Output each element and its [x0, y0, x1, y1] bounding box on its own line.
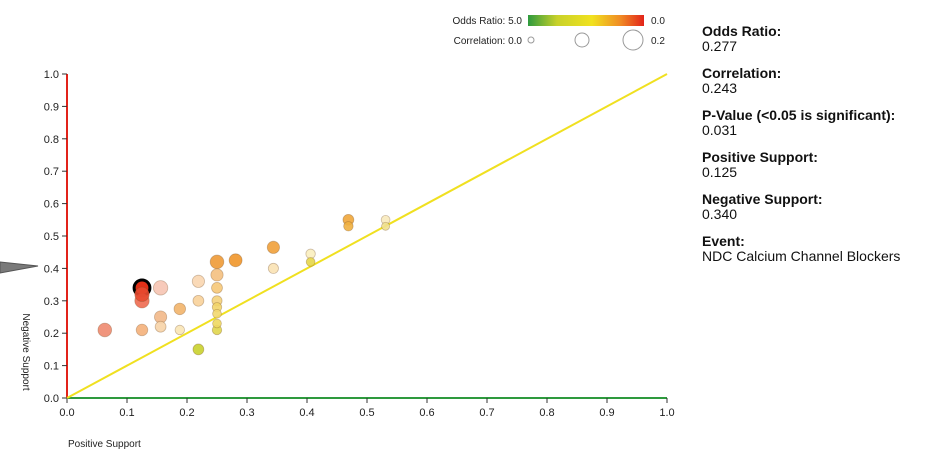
odds-legend-end: 0.0 — [651, 16, 665, 27]
data-point[interactable] — [191, 274, 205, 288]
data-point[interactable] — [228, 253, 243, 268]
x-tick-label: 0.8 — [539, 407, 554, 419]
x-tick-label: 1.0 — [659, 407, 674, 419]
x-tick-label: 0.4 — [299, 407, 314, 419]
data-point[interactable] — [173, 302, 187, 316]
correlation-legend-large-circle — [622, 29, 644, 51]
odds-legend-label: Odds Ratio: 5.0 — [453, 16, 523, 27]
data-point[interactable] — [154, 320, 167, 333]
y-tick-label: 0.1 — [44, 361, 59, 373]
positive-support-detail: Positive Support: 0.125 — [702, 150, 934, 180]
event-detail: Event: NDC Calcium Channel Blockers — [702, 234, 934, 264]
p-value-value: 0.031 — [702, 122, 738, 138]
x-tick-label: 0.6 — [419, 407, 434, 419]
negative-support-label: Negative Support: — [702, 191, 823, 207]
x-axis-ticks: 0.0 0.1 0.2 0.3 0.4 0.5 0.6 0.7 0.8 0.9 1.0 — [59, 398, 675, 419]
y-tick-label: 0.6 — [44, 199, 59, 211]
data-point[interactable] — [305, 257, 316, 267]
data-point[interactable] — [153, 280, 169, 296]
odds-ratio-label: Odds Ratio: — [702, 23, 782, 39]
pointer-arrow-icon — [0, 261, 39, 274]
y-tick-label: 0.0 — [44, 393, 59, 405]
odds-ratio-detail: Odds Ratio: 0.277 — [702, 24, 934, 54]
x-tick-label: 0.2 — [179, 407, 194, 419]
data-point[interactable] — [134, 286, 150, 302]
x-tick-label: 0.1 — [119, 407, 134, 419]
positive-support-label: Positive Support: — [702, 149, 818, 165]
x-tick-label: 0.0 — [59, 407, 74, 419]
data-point[interactable] — [192, 294, 205, 307]
data-point[interactable] — [266, 240, 280, 254]
correlation-legend-medium-circle — [574, 32, 590, 48]
y-tick-label: 0.3 — [44, 296, 59, 308]
correlation-legend-end: 0.2 — [651, 36, 665, 47]
negative-support-value: 0.340 — [702, 206, 738, 222]
y-axis-title: Negative Support — [20, 313, 31, 390]
data-point[interactable] — [381, 221, 391, 231]
y-axis-ticks: 0.0 0.1 0.2 0.3 0.4 0.5 0.6 0.7 0.8 0.9 1.0 — [44, 69, 67, 405]
data-point[interactable] — [212, 318, 222, 329]
data-point[interactable] — [210, 268, 224, 282]
data-point[interactable] — [343, 221, 354, 232]
correlation-legend-small-circle — [527, 36, 535, 44]
legend: Odds Ratio: 5.0 0.0 Correlation: 0.0 0.2 — [453, 15, 665, 51]
data-point[interactable] — [209, 254, 225, 270]
correlation-label: Correlation: — [702, 65, 782, 81]
y-tick-label: 0.7 — [44, 166, 59, 178]
correlation-detail: Correlation: 0.243 — [702, 66, 934, 96]
details-panel: Odds Ratio: 0.277 Correlation: 0.243 P-V… — [702, 24, 934, 276]
y-tick-label: 0.8 — [44, 134, 59, 146]
data-point[interactable] — [192, 343, 205, 356]
x-tick-label: 0.5 — [359, 407, 374, 419]
event-label: Event: — [702, 233, 745, 249]
y-tick-label: 0.9 — [44, 101, 59, 113]
y-tick-label: 0.4 — [44, 263, 59, 275]
data-point[interactable] — [97, 322, 113, 338]
x-axis-title: Positive Support — [68, 439, 141, 450]
y-tick-label: 1.0 — [44, 69, 59, 81]
data-point[interactable] — [211, 281, 223, 294]
p-value-detail: P-Value (<0.05 is significant): 0.031 — [702, 108, 934, 138]
odds-ratio-value: 0.277 — [702, 38, 738, 54]
y-tick-label: 0.5 — [44, 231, 59, 243]
correlation-legend-label: Correlation: 0.0 — [454, 36, 523, 47]
correlation-value: 0.243 — [702, 80, 738, 96]
reference-diagonal-line — [66, 73, 668, 399]
x-tick-label: 0.3 — [239, 407, 254, 419]
data-points — [97, 213, 391, 356]
y-tick-label: 0.2 — [44, 328, 59, 340]
data-point[interactable] — [267, 262, 279, 274]
x-tick-label: 0.9 — [599, 407, 614, 419]
x-tick-label: 0.7 — [479, 407, 494, 419]
positive-support-value: 0.125 — [702, 164, 738, 180]
scatter-chart: Odds Ratio: 5.0 0.0 Correlation: 0.0 0.2… — [0, 15, 675, 450]
negative-support-detail: Negative Support: 0.340 — [702, 192, 934, 222]
data-point[interactable] — [135, 323, 149, 337]
data-point[interactable] — [212, 308, 222, 319]
odds-color-scale — [528, 15, 644, 26]
data-point[interactable] — [174, 324, 185, 336]
p-value-label: P-Value (<0.05 is significant): — [702, 107, 896, 123]
event-value: NDC Calcium Channel Blockers — [702, 248, 901, 264]
